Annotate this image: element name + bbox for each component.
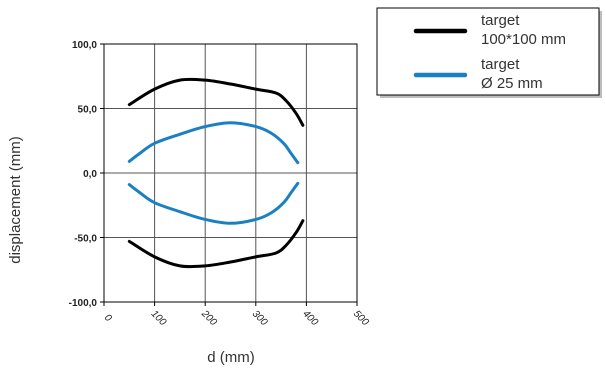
legend-label: Ø 25 mm bbox=[481, 75, 543, 92]
x-tick-label: 0 bbox=[102, 312, 114, 324]
x-tick-label: 500 bbox=[351, 308, 371, 328]
legend-items: target 100*100 mm target Ø 25 mm bbox=[413, 12, 566, 92]
legend-box bbox=[376, 7, 600, 96]
legend-label: target bbox=[481, 56, 520, 73]
legend-label: 100*100 mm bbox=[481, 31, 566, 48]
y-axis-label: displacement (mm) bbox=[7, 136, 24, 264]
series-line bbox=[127, 121, 300, 165]
x-tick-label: 200 bbox=[198, 308, 219, 329]
y-tick-label: -100,0 bbox=[69, 298, 98, 309]
series-line bbox=[127, 77, 305, 127]
series-line bbox=[127, 219, 305, 269]
x-tick-label: 400 bbox=[300, 308, 320, 328]
legend-label: target bbox=[481, 12, 520, 29]
x-axis-label: d (mm) bbox=[207, 349, 255, 366]
y-tick-label: 0,0 bbox=[83, 169, 97, 180]
series-line bbox=[127, 181, 300, 225]
grid bbox=[104, 44, 357, 302]
legend: target 100*100 mm target Ø 25 mm bbox=[376, 7, 602, 98]
x-tick-label: 300 bbox=[250, 308, 270, 328]
x-tick-label: 100 bbox=[149, 308, 169, 328]
series-lines bbox=[127, 77, 305, 269]
y-tick-label: 100,0 bbox=[72, 40, 97, 51]
y-tick-label: -50,0 bbox=[74, 234, 97, 245]
plot-frame bbox=[100, 43, 358, 306]
y-tick-label: 50,0 bbox=[78, 105, 98, 116]
